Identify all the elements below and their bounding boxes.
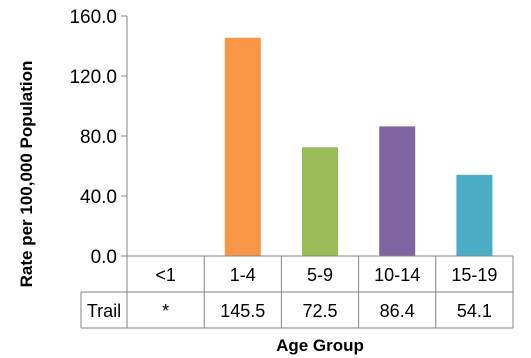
- y-tick-label: 160.0: [69, 7, 117, 28]
- category-label: 15-19: [451, 265, 497, 285]
- y-axis-ticks: 0.0 40.0 80.0 120.0 160.0: [69, 7, 127, 268]
- category-label: 1-4: [230, 265, 256, 285]
- y-tick-label: 40.0: [80, 187, 117, 208]
- y-tick-label: 120.0: [69, 67, 117, 88]
- category-label: 10-14: [374, 265, 420, 285]
- category-label: 5-9: [307, 265, 333, 285]
- bar: [302, 147, 338, 256]
- bar: [456, 174, 493, 256]
- bars: [224, 37, 493, 257]
- data-table: <1 1-4 5-9 10-14 15-19 Trail * 145.5 72.5 86.4 54.…: [80, 255, 514, 329]
- bar: [379, 126, 416, 257]
- x-axis-title: Age Group: [276, 336, 364, 355]
- y-axis-title: Rate per 100,000 Population: [17, 61, 36, 288]
- y-tick-label: 0.0: [91, 247, 117, 268]
- data-value-label: 72.5: [302, 301, 337, 321]
- data-value-label: 86.4: [380, 301, 415, 321]
- y-tick-label: 80.0: [80, 127, 117, 148]
- category-label: <1: [155, 265, 176, 285]
- data-value-label: 54.1: [457, 301, 492, 321]
- data-value-label: *: [162, 301, 169, 321]
- data-value-label: 145.5: [220, 301, 265, 321]
- bar: [224, 37, 261, 256]
- series-name-label: Trail: [87, 301, 121, 321]
